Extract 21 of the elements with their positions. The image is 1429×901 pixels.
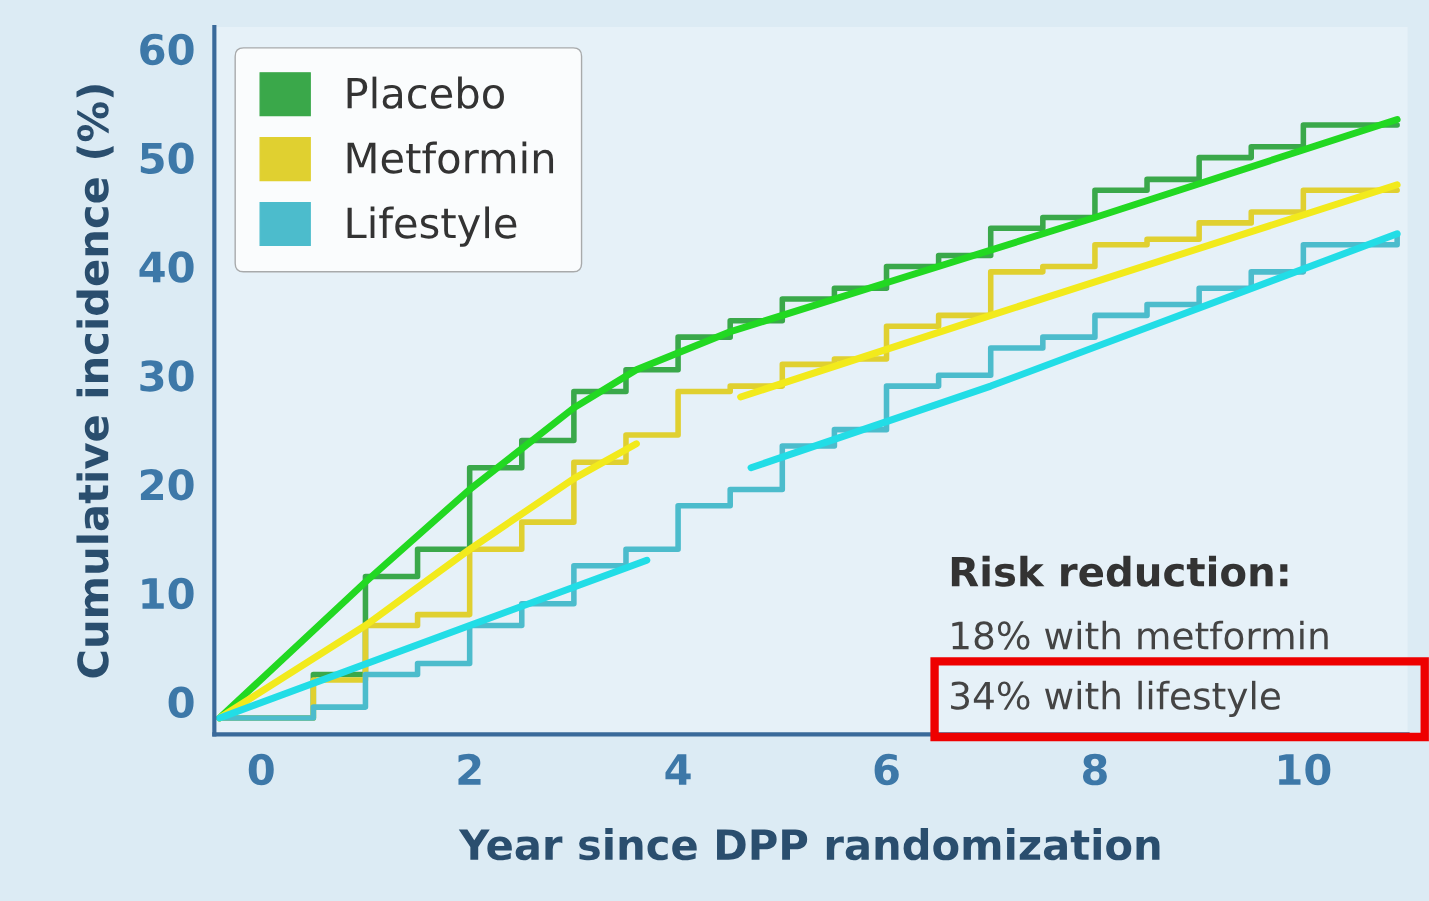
- y-tick-label: 50: [140, 142, 194, 175]
- x-axis-title: Year since DPP randomization: [458, 828, 1160, 861]
- y-tick-label: 40: [139, 251, 194, 283]
- annotation: 18% with metformin: [952, 620, 1328, 650]
- legend-label: Metformin: [347, 141, 554, 174]
- annotation: 34% with lifestyle: [951, 680, 1280, 718]
- y-tick-label: 20: [140, 468, 194, 501]
- legend-label: Placebo: [347, 76, 504, 109]
- x-tick-label: 2: [458, 753, 481, 785]
- x-tick-label: 6: [874, 753, 899, 786]
- x-tick-label: 4: [665, 754, 691, 785]
- x-tick-label: 0: [248, 753, 274, 786]
- y-tick-label: 0: [168, 686, 194, 719]
- legend-label: Lifestyle: [347, 206, 517, 247]
- x-tick-label: 10: [1279, 753, 1331, 786]
- annotation: Risk reduction:: [951, 555, 1288, 587]
- y-tick-label: 30: [140, 360, 194, 392]
- y-axis-title: Cumulative incidence (%): [76, 85, 114, 678]
- x-tick-label: 8: [1082, 753, 1107, 786]
- y-tick-label: 10: [142, 577, 194, 610]
- y-tick-label: 60: [140, 33, 194, 66]
